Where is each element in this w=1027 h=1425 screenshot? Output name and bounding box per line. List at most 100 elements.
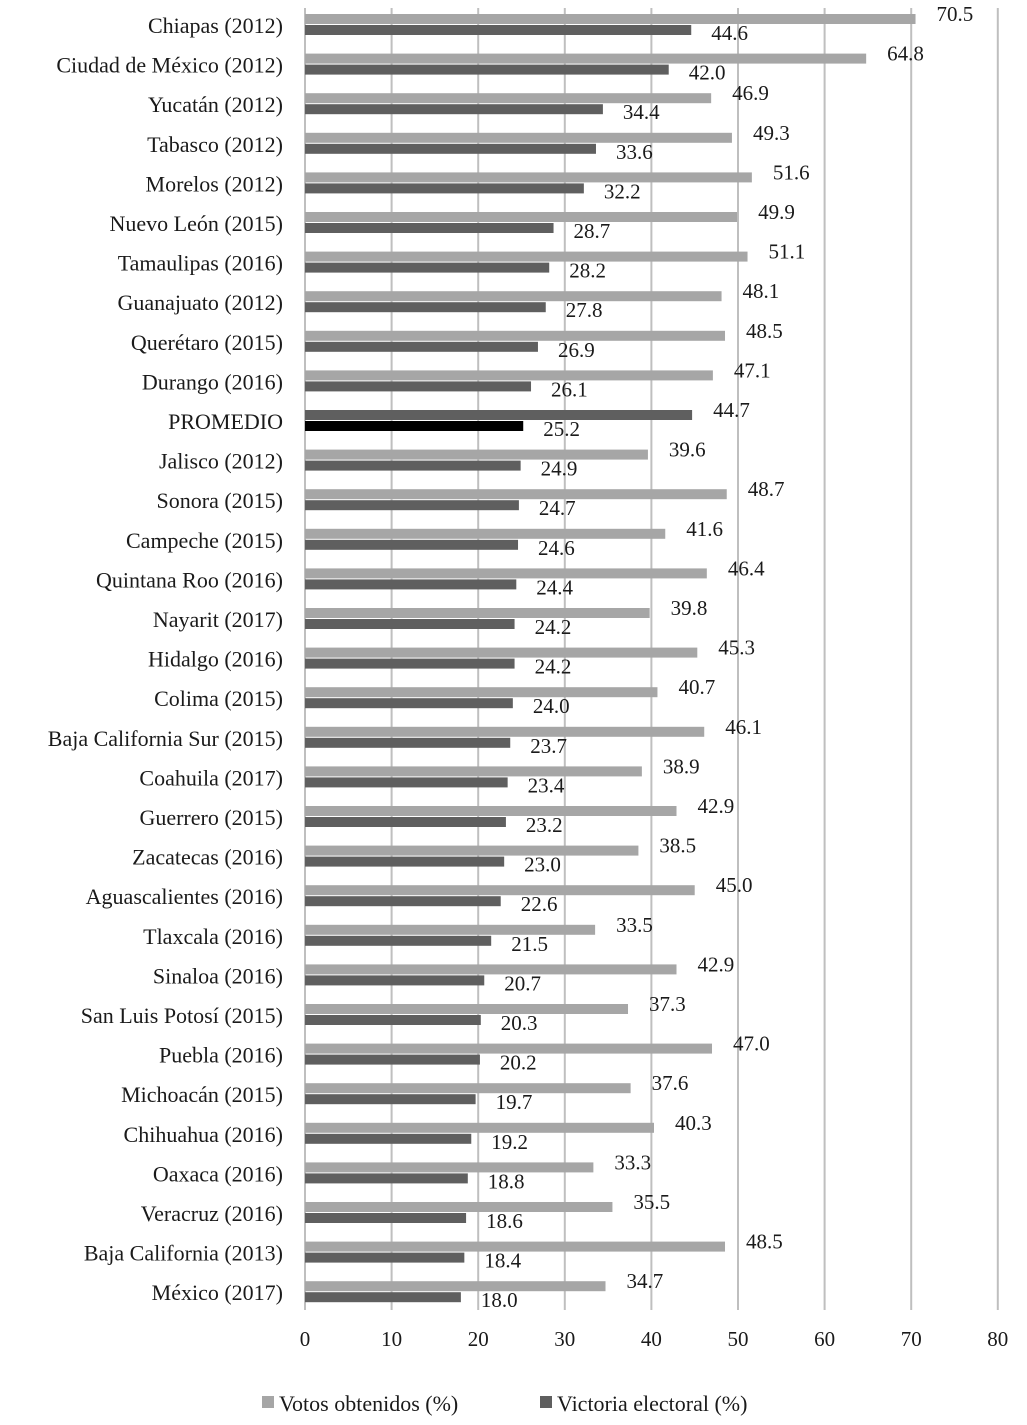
category-label: Guanajuato (2012) — [117, 290, 283, 315]
value-label-votos: 51.6 — [773, 160, 810, 184]
value-label-votos: 33.5 — [616, 913, 653, 937]
bar-votos-row-13 — [305, 528, 666, 539]
value-label-victoria: 21.5 — [511, 932, 548, 956]
bar-victoria-row-29 — [305, 1173, 468, 1184]
value-label-votos: 47.0 — [733, 1032, 770, 1056]
legend: Votos obtenidos (%) Victoria electoral (… — [262, 1391, 747, 1416]
bar-votos-row-6 — [305, 251, 748, 262]
bar-votos-row-30 — [305, 1202, 613, 1212]
bar-votos-row-23 — [305, 924, 596, 935]
value-label-victoria: 26.1 — [551, 377, 588, 401]
bar-victoria-row-10 — [305, 421, 524, 431]
x-tick-label-10: 10 — [381, 1327, 402, 1351]
value-label-victoria: 22.6 — [521, 892, 558, 916]
value-label-votos: 41.6 — [686, 517, 723, 541]
bar-victoria-row-4 — [305, 183, 584, 194]
value-label-victoria: 20.3 — [501, 1011, 538, 1035]
bar-victoria-row-23 — [305, 935, 492, 946]
value-label-victoria: 24.0 — [533, 694, 570, 718]
value-label-votos: 39.6 — [669, 438, 706, 462]
bar-victoria-row-22 — [305, 896, 501, 907]
category-label: PROMEDIO — [168, 409, 283, 434]
x-tick-label-70: 70 — [901, 1327, 922, 1351]
bar-votos-row-28 — [305, 1122, 654, 1133]
bar-votos-row-17 — [305, 687, 658, 698]
category-label: Colima (2015) — [154, 686, 283, 711]
value-label-victoria: 23.0 — [524, 853, 561, 877]
value-label-victoria: 24.7 — [539, 496, 576, 520]
category-label: Coahuila (2017) — [139, 765, 283, 790]
bar-victoria-row-27 — [305, 1094, 476, 1105]
category-label: Hidalgo (2016) — [148, 647, 283, 672]
value-label-victoria: 34.4 — [623, 100, 660, 124]
bar-victoria-row-5 — [305, 223, 554, 233]
bar-victoria-row-25 — [305, 1015, 481, 1025]
category-label: Sonora (2015) — [157, 488, 283, 513]
value-label-victoria: 23.2 — [526, 813, 563, 837]
category-labels: Chiapas (2012) Ciudad de México (2012) Yuc… — [48, 13, 283, 1305]
bar-victoria-row-24 — [305, 975, 485, 986]
category-label: Querétaro (2015) — [131, 330, 283, 355]
bar-votos-row-7 — [305, 291, 722, 302]
value-label-votos: 48.5 — [746, 1230, 783, 1254]
category-label: Jalisco (2012) — [159, 449, 283, 474]
bar-votos-row-10 — [305, 410, 693, 420]
bar-votos-row-8 — [305, 330, 726, 341]
category-label: Guerrero (2015) — [139, 805, 283, 830]
bar-victoria-row-6 — [305, 262, 550, 273]
category-label: Tlaxcala (2016) — [143, 924, 283, 949]
value-label-victoria: 26.9 — [558, 338, 595, 362]
x-tick-label-0: 0 — [300, 1327, 311, 1351]
bar-votos-row-22 — [305, 885, 695, 896]
value-label-victoria: 24.2 — [535, 655, 572, 679]
category-label: Durango (2016) — [142, 369, 283, 394]
value-label-victoria: 33.6 — [616, 140, 653, 164]
bar-votos-row-24 — [305, 964, 677, 975]
bar-votos-row-1 — [305, 53, 867, 64]
value-label-votos: 37.3 — [649, 992, 686, 1016]
category-label: México (2017) — [152, 1280, 283, 1305]
bar-victoria-row-7 — [305, 302, 546, 313]
value-label-victoria: 28.2 — [569, 259, 606, 283]
category-label: Chiapas (2012) — [148, 13, 283, 38]
value-label-victoria: 18.0 — [481, 1288, 518, 1312]
category-label: Michoacán (2015) — [121, 1082, 283, 1107]
bar-votos-row-26 — [305, 1043, 713, 1054]
value-label-votos: 46.4 — [728, 556, 765, 580]
bar-votos-row-29 — [305, 1162, 594, 1173]
category-label: Chihuahua (2016) — [124, 1122, 283, 1147]
bar-votos-row-19 — [305, 766, 642, 777]
bar-victoria-row-3 — [305, 143, 596, 154]
value-label-votos: 51.1 — [769, 240, 806, 264]
legend-swatch-votos — [262, 1396, 274, 1408]
bar-victoria-row-32 — [305, 1292, 461, 1303]
value-label-victoria: 44.6 — [711, 21, 748, 45]
legend-label-victoria: Victoria electoral (%) — [557, 1391, 747, 1416]
category-label: Aguascalientes (2016) — [86, 884, 283, 909]
bar-victoria-row-21 — [305, 856, 505, 867]
category-label: Tamaulipas (2016) — [118, 251, 283, 276]
bar-votos-row-25 — [305, 1004, 629, 1014]
value-label-victoria: 20.2 — [500, 1051, 537, 1075]
value-label-votos: 46.1 — [725, 715, 762, 739]
bar-votos-row-12 — [305, 489, 727, 500]
value-label-votos: 40.3 — [675, 1111, 712, 1135]
x-tick-label-60: 60 — [814, 1327, 835, 1351]
value-label-victoria: 18.4 — [484, 1249, 521, 1273]
bar-victoria-row-2 — [305, 104, 603, 115]
value-label-victoria: 19.2 — [491, 1130, 528, 1154]
category-label: Zacatecas (2016) — [132, 845, 283, 870]
value-label-votos: 45.0 — [716, 873, 753, 897]
bar-votos-row-14 — [305, 568, 707, 579]
category-label: Quintana Roo (2016) — [96, 567, 283, 592]
category-label: Baja California Sur (2015) — [48, 726, 283, 751]
bar-votos-row-2 — [305, 93, 712, 104]
bar-votos-row-5 — [305, 212, 738, 222]
category-label: Nuevo León (2015) — [109, 211, 283, 236]
value-label-victoria: 42.0 — [689, 61, 726, 85]
value-label-victoria: 23.4 — [528, 773, 565, 797]
value-label-votos: 34.7 — [627, 1269, 664, 1293]
value-labels: 70.5 44.6 64.8 42.046.9 34.4 49.3 33.6 51.6 32.2… — [481, 2, 973, 1312]
category-label: Yucatán (2012) — [148, 92, 283, 117]
value-label-votos: 45.3 — [718, 636, 755, 660]
